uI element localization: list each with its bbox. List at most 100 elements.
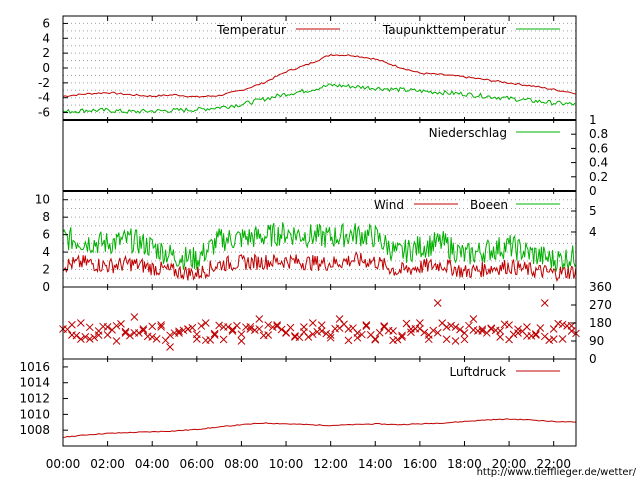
wind-direction-point-stroke [85,335,94,343]
wind-direction-point [76,319,85,327]
wind-direction-point-stroke [353,333,362,342]
wind-direction-point [496,333,505,341]
footer-url[interactable]: http://www.tiefflieger.de/wetter/ [477,467,637,478]
x-tick-label: 18:00 [447,457,482,471]
wind-direction-point-stroke [117,319,125,328]
wind-direction-point-stroke [491,326,500,335]
wind-direction-point [237,330,246,339]
y-tick-label: 1008 [19,423,50,437]
wind-direction-point-stroke [237,330,246,339]
wind-direction-point [540,299,549,307]
wind-direction-point [112,337,121,345]
wind-direction-point-stroke [451,323,460,331]
wind-direction-point [94,331,103,339]
wind-direction-point-stroke [157,321,165,329]
wind-direction-point-stroke [184,325,192,334]
wind-direction-point-stroke [447,321,455,330]
wind-direction-point-stroke [81,333,90,341]
wind-direction-point [148,322,157,331]
wind-direction-point-stroke [277,325,286,334]
wind-direction-point [402,319,411,328]
wind-direction-point-stroke [250,326,259,334]
wind-direction-point-stroke [558,320,567,329]
wind-direction-point-stroke [264,321,273,329]
wind-direction-point-stroke [85,323,94,332]
wind-direction-point [420,328,429,337]
wind-direction-point-stroke [224,323,232,331]
wind-direction-point-stroke [398,331,406,340]
wind-direction-point-stroke [549,325,558,333]
wind-direction-point [358,330,366,339]
wind-direction-point [478,325,487,334]
wind-direction-point-stroke [130,313,139,321]
y-tick-label: 10 [35,193,50,207]
wind-direction-point [456,325,464,334]
wind-direction-point [344,336,353,345]
legend-taupunkt-label: Taupunkttemperatur [382,23,506,37]
wind-direction-point [259,331,268,340]
wind-direction-point [85,323,94,332]
wind-direction-point-stroke [112,321,121,330]
wind-direction-point-stroke [451,337,460,345]
y-tick-label: -2 [38,76,50,90]
wind-direction-point [184,325,192,334]
wind-direction-point-stroke [313,328,322,336]
wind-direction-point [353,333,362,342]
legend-boeen-label: Boeen [470,198,508,212]
wind-direction-point-stroke [72,331,81,340]
wind-direction-point-stroke [554,319,563,328]
x-tick-label: 08:00 [224,457,259,471]
wind-direction-point [175,327,183,336]
series-layer [59,54,580,438]
wind-direction-point-stroke [112,337,121,345]
wind-direction-point [317,321,326,329]
wind-direction-point-stroke [407,328,415,337]
wind-direction-point [424,335,433,344]
wind-direction-point [90,333,99,342]
taupunkt-line [62,83,576,114]
wind-direction-point-stroke [210,329,219,338]
wind-direction-point [126,331,134,340]
wind-direction-point [371,335,380,344]
wind-direction-point-stroke [344,336,353,345]
wind-direction-point [469,315,478,323]
wind-direction-point-stroke [273,321,281,329]
wind-direction-point-stroke [308,319,317,327]
wind-direction-point [68,320,76,329]
wind-direction-point [308,330,317,339]
x-tick-label: 04:00 [135,457,170,471]
wind-direction-point [447,321,455,330]
wind-direction-point-stroke [215,321,223,330]
y2-tick-label: 0.6 [589,141,608,155]
wind-direction-point [500,320,509,329]
wind-direction-point-stroke [402,319,411,328]
wind-direction-point [554,319,563,328]
wind-direction-point [139,326,148,335]
wind-direction-point [157,323,165,331]
wind-direction-point [206,336,215,344]
wind-direction-point-stroke [429,326,438,335]
y-tick-label: 6 [42,16,50,30]
y2-tick-label: 270 [589,298,612,312]
wind-direction-point [255,315,264,323]
wind-direction-point [273,322,281,331]
wind-direction-point [398,331,406,340]
y-tick-label: -6 [38,106,50,120]
wind-direction-point [179,326,188,335]
wind-direction-point-stroke [442,335,451,344]
y-tick-label: 4 [42,245,50,259]
wind-direction-point-stroke [416,319,424,327]
wind-direction-point [460,329,469,337]
wind-direction-point [192,330,201,339]
wind-direction-point-stroke [90,333,99,342]
wind-direction-point [85,335,94,343]
wind-direction-point-stroke [286,323,295,332]
x-tick-label: 00:00 [46,457,81,471]
wind-direction-point [451,323,460,331]
wind-direction-point-stroke [201,319,210,327]
wind-direction-point [362,322,371,330]
wind-direction-point-stroke [540,299,549,307]
wind-direction-point-stroke [531,330,540,338]
wind-direction-point-stroke [255,325,264,333]
wind-direction-point-stroke [514,329,522,337]
